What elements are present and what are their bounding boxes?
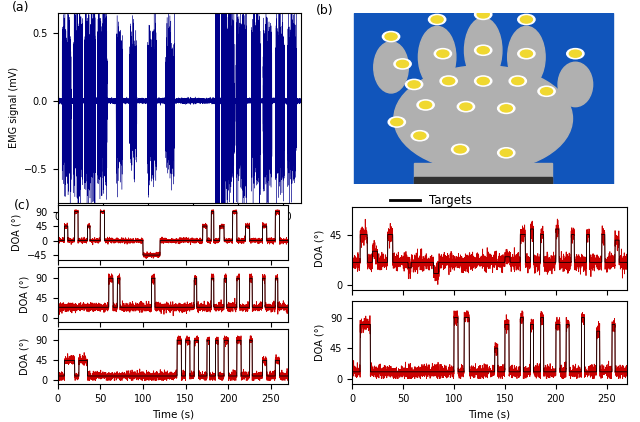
Circle shape (460, 103, 472, 110)
Y-axis label: DOA (°): DOA (°) (314, 324, 324, 361)
Circle shape (475, 76, 492, 86)
Circle shape (417, 100, 435, 110)
X-axis label: Time (s): Time (s) (468, 409, 511, 419)
Circle shape (509, 76, 527, 86)
Circle shape (454, 146, 466, 153)
Circle shape (435, 49, 452, 59)
Legend: Targets, Predictions: Targets, Predictions (385, 190, 499, 232)
Circle shape (475, 9, 492, 19)
Circle shape (512, 77, 524, 85)
X-axis label: Time (s): Time (s) (158, 228, 200, 238)
Circle shape (443, 77, 454, 85)
Circle shape (397, 60, 408, 68)
Y-axis label: DOA (°): DOA (°) (20, 338, 30, 375)
Circle shape (498, 103, 515, 114)
Circle shape (406, 79, 423, 89)
Y-axis label: DOA (°): DOA (°) (12, 214, 22, 251)
Circle shape (429, 14, 446, 24)
Y-axis label: DOA (°): DOA (°) (314, 230, 324, 267)
Circle shape (518, 14, 535, 24)
Circle shape (440, 76, 458, 86)
Y-axis label: DOA (°): DOA (°) (20, 276, 30, 313)
Circle shape (414, 132, 426, 139)
Circle shape (452, 144, 468, 154)
Ellipse shape (419, 26, 456, 88)
Circle shape (385, 33, 397, 40)
Circle shape (477, 11, 489, 18)
Circle shape (437, 50, 449, 57)
Circle shape (500, 105, 512, 112)
Circle shape (383, 32, 399, 42)
Y-axis label: EMG signal (mV): EMG signal (mV) (9, 67, 19, 148)
Ellipse shape (508, 26, 545, 88)
Circle shape (520, 16, 532, 23)
Circle shape (538, 86, 556, 96)
Circle shape (420, 101, 431, 108)
Circle shape (518, 49, 535, 59)
Ellipse shape (374, 42, 408, 93)
Circle shape (388, 117, 406, 127)
Circle shape (391, 119, 403, 126)
Circle shape (412, 130, 429, 141)
Circle shape (541, 88, 552, 95)
Circle shape (408, 81, 420, 88)
Circle shape (570, 50, 581, 57)
Ellipse shape (558, 62, 593, 107)
Ellipse shape (394, 66, 573, 172)
Ellipse shape (465, 18, 502, 83)
Text: (a): (a) (12, 1, 29, 14)
Circle shape (520, 50, 532, 57)
Circle shape (458, 102, 475, 112)
Text: (c): (c) (14, 198, 31, 211)
Circle shape (500, 149, 512, 157)
Circle shape (475, 45, 492, 55)
Text: (b): (b) (316, 4, 334, 17)
Circle shape (567, 49, 584, 59)
Circle shape (394, 59, 412, 69)
Bar (414, 163, 552, 184)
Bar (414, 177, 552, 184)
Circle shape (498, 148, 515, 158)
Circle shape (477, 47, 489, 54)
Circle shape (431, 16, 443, 23)
X-axis label: Time (s): Time (s) (152, 409, 194, 419)
Circle shape (477, 77, 489, 85)
